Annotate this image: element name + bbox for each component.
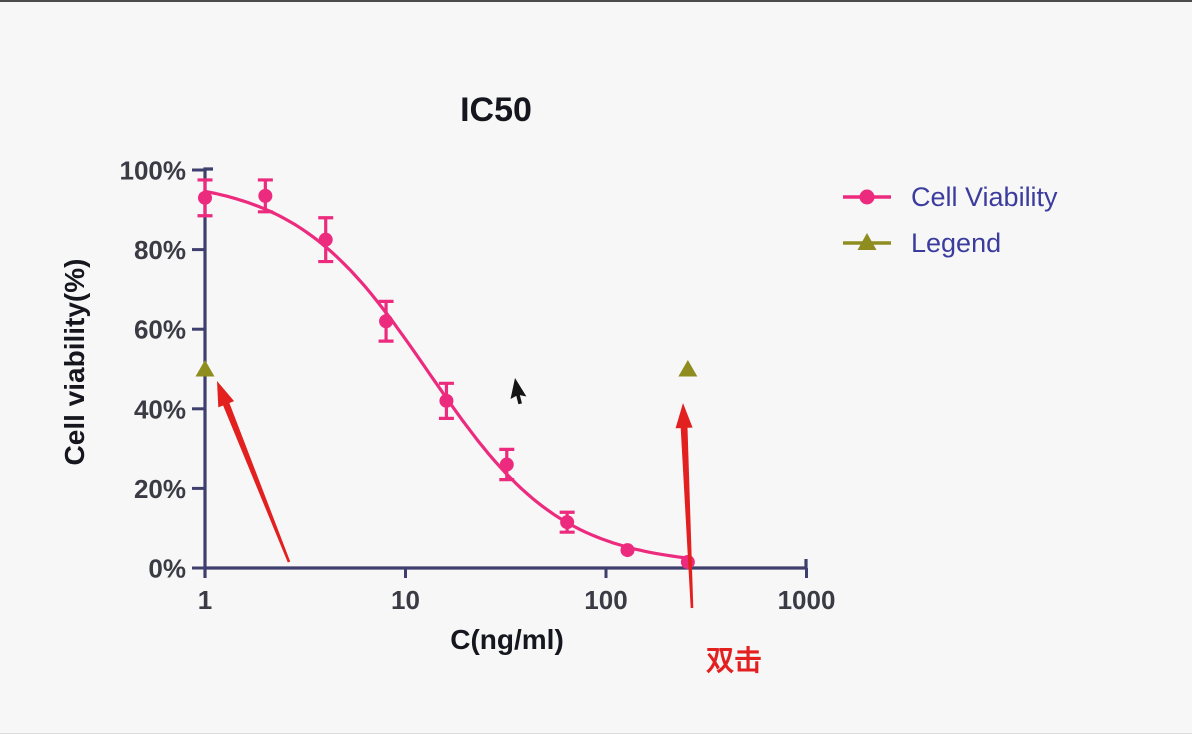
legend-label-legend[interactable]: Legend bbox=[911, 228, 1001, 258]
y-axis-title: Cell viability(%) bbox=[59, 259, 90, 466]
frame-top-edge bbox=[0, 0, 1192, 2]
legend-triangle-right[interactable] bbox=[678, 360, 698, 377]
fitted-curve bbox=[204, 189, 689, 560]
chart-title: IC50 bbox=[460, 91, 532, 129]
x-tick-label: 100 bbox=[584, 585, 627, 615]
axes bbox=[203, 167, 808, 578]
x-tick-label: 10 bbox=[391, 585, 420, 615]
data-point bbox=[499, 457, 514, 472]
legend-series-plot-markers bbox=[195, 360, 698, 377]
mouse-cursor bbox=[510, 378, 527, 405]
data-point bbox=[620, 543, 635, 558]
annotations: 双击 bbox=[217, 381, 762, 676]
data-point bbox=[318, 232, 333, 247]
legend-circle-marker bbox=[859, 189, 875, 205]
dose-response-curve bbox=[204, 189, 689, 560]
x-tick-label: 1000 bbox=[778, 585, 836, 615]
x-axis-ticks: 1 10 100 1000 bbox=[198, 568, 836, 615]
data-point bbox=[680, 555, 695, 570]
y-tick-label: 40% bbox=[134, 394, 186, 424]
data-point bbox=[258, 188, 273, 203]
data-point bbox=[198, 190, 212, 205]
annotation-arrow-left bbox=[217, 381, 291, 563]
data-point bbox=[560, 515, 575, 530]
data-point bbox=[439, 393, 454, 408]
legend-triangle-marker bbox=[857, 233, 877, 250]
double-click-label: 双击 bbox=[706, 645, 762, 676]
y-axis-ticks: 0% 20% 40% 60% 80% 100% bbox=[120, 156, 205, 584]
arrow-cursor-icon bbox=[510, 378, 527, 405]
x-tick-label: 1 bbox=[198, 585, 212, 615]
y-tick-label: 80% bbox=[134, 235, 186, 265]
y-tick-label: 20% bbox=[134, 474, 186, 504]
y-tick-label: 100% bbox=[120, 156, 187, 186]
annotation-arrow-right bbox=[675, 403, 694, 609]
data-point bbox=[379, 314, 394, 329]
data-points bbox=[198, 188, 695, 570]
legend-triangle-left[interactable] bbox=[195, 360, 215, 377]
legend-marker-legend[interactable] bbox=[843, 233, 891, 250]
y-axis-line bbox=[203, 167, 213, 578]
legend-marker-cell-viability[interactable] bbox=[843, 189, 891, 205]
legend: Cell Viability Legend bbox=[843, 182, 1058, 258]
y-tick-label: 0% bbox=[148, 554, 186, 584]
x-axis-title: C(ng/ml) bbox=[450, 624, 564, 655]
legend-label-cell-viability[interactable]: Cell Viability bbox=[911, 182, 1058, 212]
x-axis-line bbox=[205, 559, 808, 570]
y-tick-label: 60% bbox=[134, 315, 186, 345]
